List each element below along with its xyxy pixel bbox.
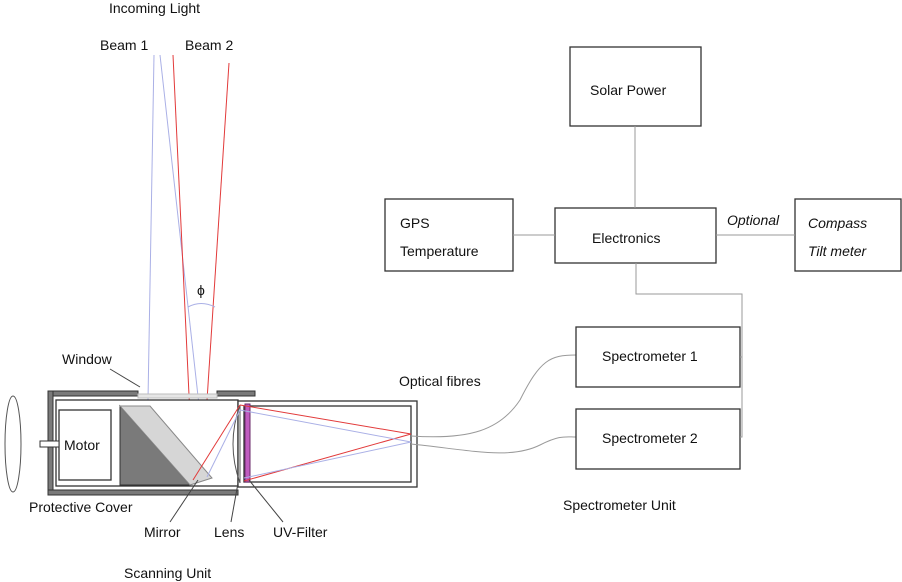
spectrometer-2-label: Spectrometer 2	[602, 430, 698, 446]
beam-1-label: Beam 1	[100, 37, 148, 53]
lens-left-curve	[232, 404, 241, 484]
optical-fibres-label: Optical fibres	[399, 373, 481, 389]
gps-label: GPS	[400, 215, 430, 231]
spectrometer-1-box	[575, 326, 741, 388]
beam-1-ray-left	[147, 54, 155, 401]
mirror-pointer	[169, 479, 199, 523]
window-label: Window	[62, 351, 113, 367]
solar-power-label: Solar Power	[590, 82, 667, 98]
optical-fibre-1	[410, 354, 577, 438]
electronics-box	[554, 207, 717, 264]
solar-power-box	[569, 46, 702, 127]
compass-label: Compass	[808, 215, 867, 231]
protective-cover-label: Protective Cover	[29, 499, 133, 515]
mirror-surface	[118, 405, 213, 486]
phi-symbol: ϕ	[197, 282, 205, 298]
spectrometer-2-box	[575, 408, 741, 470]
beam-2-label: Beam 2	[185, 37, 233, 53]
telescope-rays	[192, 404, 412, 482]
optional-label: Optional	[727, 212, 780, 228]
uv-filter-pointer	[248, 479, 284, 523]
temperature-label: Temperature	[400, 243, 479, 259]
incoming-light-label: Incoming Light	[109, 0, 200, 16]
window-pane	[137, 393, 218, 399]
uv-filter-label: UV-Filter	[273, 524, 328, 540]
spectrometer-1-label: Spectrometer 1	[602, 348, 698, 364]
spectrometer-unit-label: Spectrometer Unit	[563, 497, 676, 513]
gps-temperature-box	[384, 198, 514, 272]
lens-label: Lens	[214, 524, 244, 540]
window-pointer	[109, 368, 141, 388]
wire-electronics-spectrometers	[635, 263, 743, 438]
optical-fibre-2	[410, 436, 577, 454]
motor-label: Motor	[64, 437, 100, 453]
uv-filter-element	[244, 403, 251, 483]
tilt-meter-label: Tilt meter	[808, 243, 868, 259]
connection-wires	[513, 126, 795, 438]
scanning-unit-label: Scanning Unit	[124, 565, 211, 581]
compass-tiltmeter-box	[794, 198, 902, 272]
motor-shaft	[39, 440, 60, 448]
lens-pointer	[230, 482, 239, 523]
rotation-ellipse	[4, 395, 22, 493]
mirror-label: Mirror	[144, 524, 181, 540]
electronics-label: Electronics	[592, 230, 660, 246]
telescope-tube-inner	[243, 405, 412, 483]
phi-angle-arc	[187, 303, 216, 308]
